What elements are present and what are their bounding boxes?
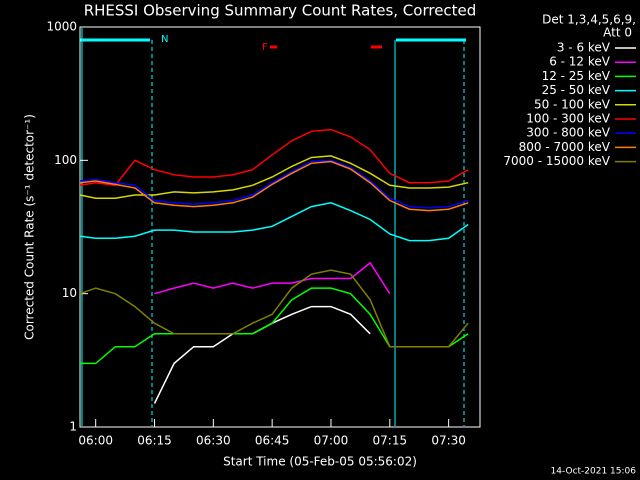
x-tick-label: 07:30	[431, 434, 466, 448]
legend-label: 800 - 7000 keV	[519, 140, 611, 154]
legend-label: 50 - 100 keV	[534, 97, 611, 111]
y-tick-label: 1000	[46, 20, 77, 34]
legend-label: 7000 - 15000 keV	[503, 154, 610, 168]
annotation: N	[161, 34, 168, 45]
legend-title: Att 0	[603, 26, 632, 40]
y-tick-label: 10	[62, 286, 77, 300]
series-line	[79, 202, 469, 242]
footer: 14-Oct-2021 15:06	[551, 467, 637, 477]
plot-frame	[79, 26, 481, 428]
x-axis-label: Start Time (05-Feb-05 05:56:02)	[223, 455, 417, 469]
x-tick-label: 07:00	[314, 434, 349, 448]
x-tick-label: 06:45	[255, 434, 290, 448]
x-tick-label: 07:15	[373, 434, 408, 448]
x-tick-label: 06:15	[137, 434, 172, 448]
x-tick-label: 06:00	[78, 434, 113, 448]
chart-title: RHESSI Observing Summary Count Rates, Co…	[84, 2, 477, 20]
legend-label: 25 - 50 keV	[542, 83, 611, 97]
legend-label: 100 - 300 keV	[526, 112, 610, 126]
legend-label: 6 - 12 keV	[549, 55, 611, 69]
x-tick-label: 06:30	[196, 434, 231, 448]
series-line	[79, 128, 469, 187]
y-tick-label: 1	[69, 420, 77, 434]
series-line	[79, 160, 469, 212]
legend-label: 300 - 800 keV	[526, 126, 610, 140]
legend-label: 12 - 25 keV	[542, 69, 611, 83]
series-line	[79, 269, 469, 348]
series-line	[79, 155, 469, 199]
legend-label: 3 - 6 keV	[557, 41, 611, 55]
series-line	[79, 159, 469, 209]
y-axis-label: Corrected Count Rate (s⁻¹ detector⁻¹)	[23, 114, 37, 340]
y-tick-label: 100	[54, 153, 77, 167]
annotation: F	[262, 42, 268, 53]
series-line	[154, 261, 391, 295]
series-line	[153, 305, 371, 404]
legend-title: Det 1,3,4,5,6,9,	[542, 13, 636, 27]
series-line	[80, 287, 469, 365]
